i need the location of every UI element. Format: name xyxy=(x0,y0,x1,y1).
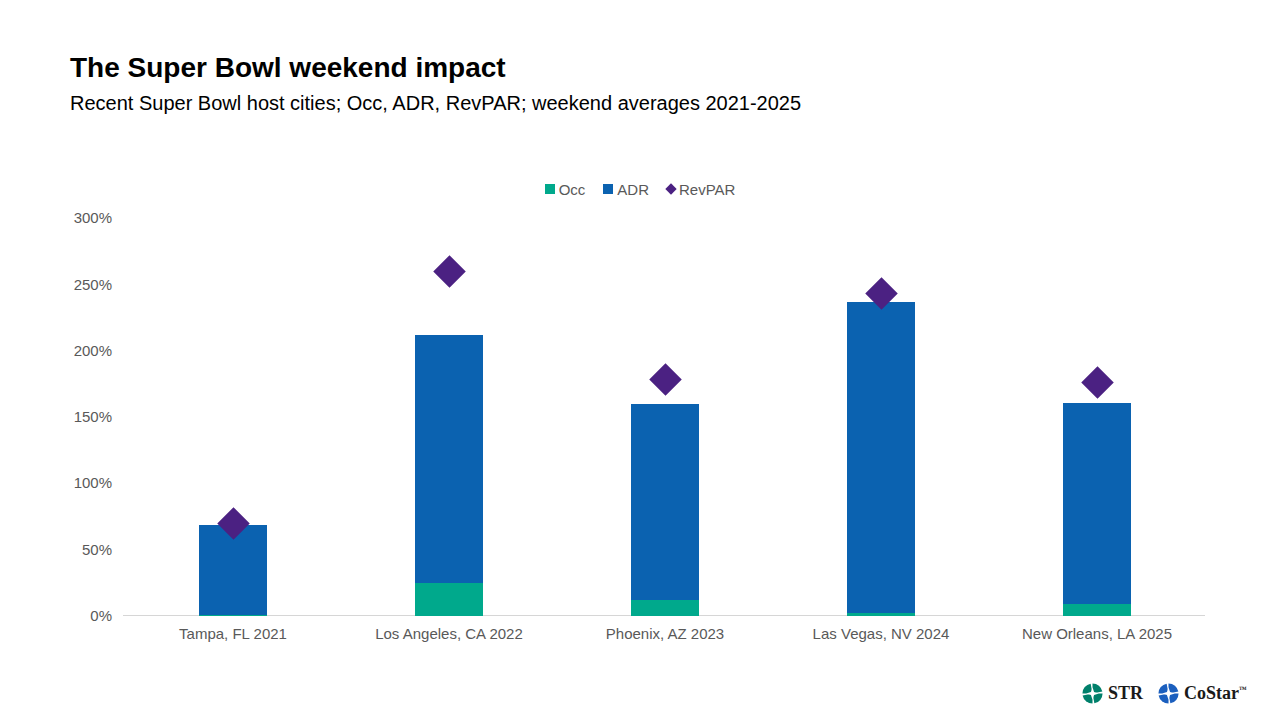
bar-segment-occ xyxy=(1063,604,1131,616)
y-axis-tick: 300% xyxy=(52,209,112,227)
revpar-diamond-marker xyxy=(433,255,466,288)
bar-segment-occ xyxy=(631,600,699,616)
costar-logo-icon xyxy=(1158,683,1179,704)
y-axis-tick: 0% xyxy=(52,607,112,625)
legend-item-occ: Occ xyxy=(545,181,586,198)
brand-footer: STR CoStar™ xyxy=(1082,681,1247,705)
legend-label-occ: Occ xyxy=(559,181,586,198)
revpar-diamond-marker xyxy=(1081,366,1114,399)
y-axis-tick: 100% xyxy=(52,474,112,492)
bar-segment-occ xyxy=(847,613,915,616)
legend-marker-adr xyxy=(603,184,613,194)
str-logo-text: STR xyxy=(1108,683,1143,704)
y-axis-tick: 50% xyxy=(52,541,112,559)
bar-segment-occ xyxy=(415,583,483,616)
y-axis-tick: 150% xyxy=(52,408,112,426)
bar-segment-adr xyxy=(415,335,483,583)
y-axis-tick: 250% xyxy=(52,276,112,294)
y-axis-tick: 200% xyxy=(52,342,112,360)
chart-legend: Occ ADR RevPAR xyxy=(0,178,1280,200)
str-logo-icon xyxy=(1082,683,1103,704)
legend-marker-revpar xyxy=(665,183,676,194)
costar-logo-text: CoStar™ xyxy=(1184,683,1247,704)
stacked-column-chart: Occ ADR RevPAR 0% 50% 100% 150% 200% 250% 300% Tam… xyxy=(0,0,1280,720)
x-axis-category-label: Tampa, FL 2021 xyxy=(123,625,343,642)
legend-label-adr: ADR xyxy=(617,181,649,198)
bar-segment-occ xyxy=(199,615,267,616)
x-axis-category-label: New Orleans, LA 2025 xyxy=(987,625,1207,642)
bar-segment-adr xyxy=(1063,403,1131,605)
bar-segment-adr xyxy=(847,302,915,614)
legend-marker-occ xyxy=(545,184,555,194)
legend-item-adr: ADR xyxy=(603,181,649,198)
bar-segment-adr xyxy=(631,404,699,600)
slide: The Super Bowl weekend impact Recent Sup… xyxy=(0,0,1280,720)
x-axis-category-label: Los Angeles, CA 2022 xyxy=(339,625,559,642)
legend-item-revpar: RevPAR xyxy=(667,181,735,198)
x-axis-category-label: Phoenix, AZ 2023 xyxy=(555,625,775,642)
x-axis-category-label: Las Vegas, NV 2024 xyxy=(771,625,991,642)
revpar-diamond-marker xyxy=(649,364,682,397)
legend-label-revpar: RevPAR xyxy=(679,181,735,198)
trademark-symbol: ™ xyxy=(1239,685,1247,694)
